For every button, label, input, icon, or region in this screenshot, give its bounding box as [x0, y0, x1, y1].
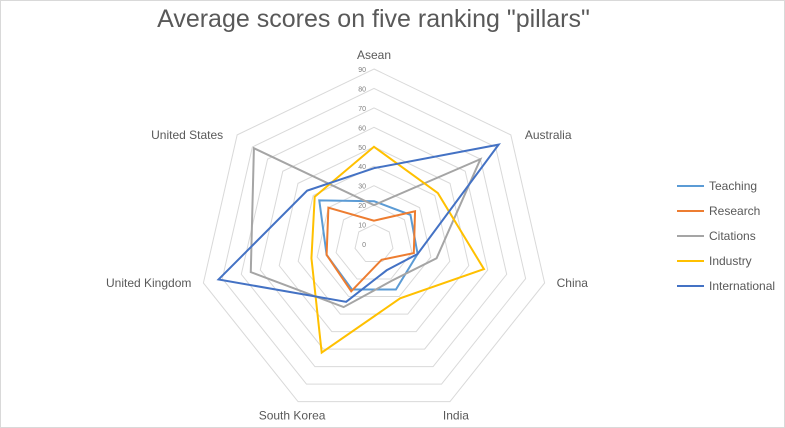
- tick-label: 90: [358, 67, 366, 74]
- series-line-research: [325, 206, 417, 293]
- legend-label: Research: [709, 204, 760, 218]
- grid-ring: [354, 224, 394, 263]
- category-label: United Kingdom: [106, 276, 191, 290]
- grid-ring: [202, 68, 546, 403]
- category-label: South Korea: [259, 409, 326, 423]
- legend-label: Industry: [709, 254, 752, 268]
- series-line-industry: [310, 145, 486, 355]
- grid-ring: [278, 146, 470, 333]
- chart-title: Average scores on five ranking "pillars": [157, 5, 590, 33]
- grid-ring: [240, 107, 508, 368]
- tick-label: 60: [358, 125, 366, 132]
- grid-ring: [259, 126, 489, 350]
- series-line-citations: [249, 146, 483, 309]
- tick-label: 10: [358, 223, 366, 230]
- category-label: United States: [151, 128, 223, 142]
- tick-label: 30: [358, 184, 366, 191]
- grid-ring: [297, 165, 451, 315]
- tick-label: 40: [358, 164, 366, 171]
- legend-label: International: [709, 279, 775, 293]
- category-label: Asean: [357, 48, 391, 62]
- legend-label: Teaching: [709, 179, 757, 193]
- tick-label: 70: [358, 106, 366, 113]
- category-label: China: [557, 276, 589, 290]
- legend-label: Citations: [709, 229, 756, 243]
- category-label: India: [443, 409, 469, 423]
- tick-label: 0: [362, 242, 366, 249]
- tick-label: 50: [358, 145, 366, 152]
- category-label: Australia: [525, 128, 572, 142]
- grid-ring: [316, 185, 432, 298]
- grid-ring: [221, 87, 527, 385]
- tick-label: 20: [358, 203, 366, 210]
- tick-label: 80: [358, 86, 366, 93]
- series-line-international: [216, 143, 501, 303]
